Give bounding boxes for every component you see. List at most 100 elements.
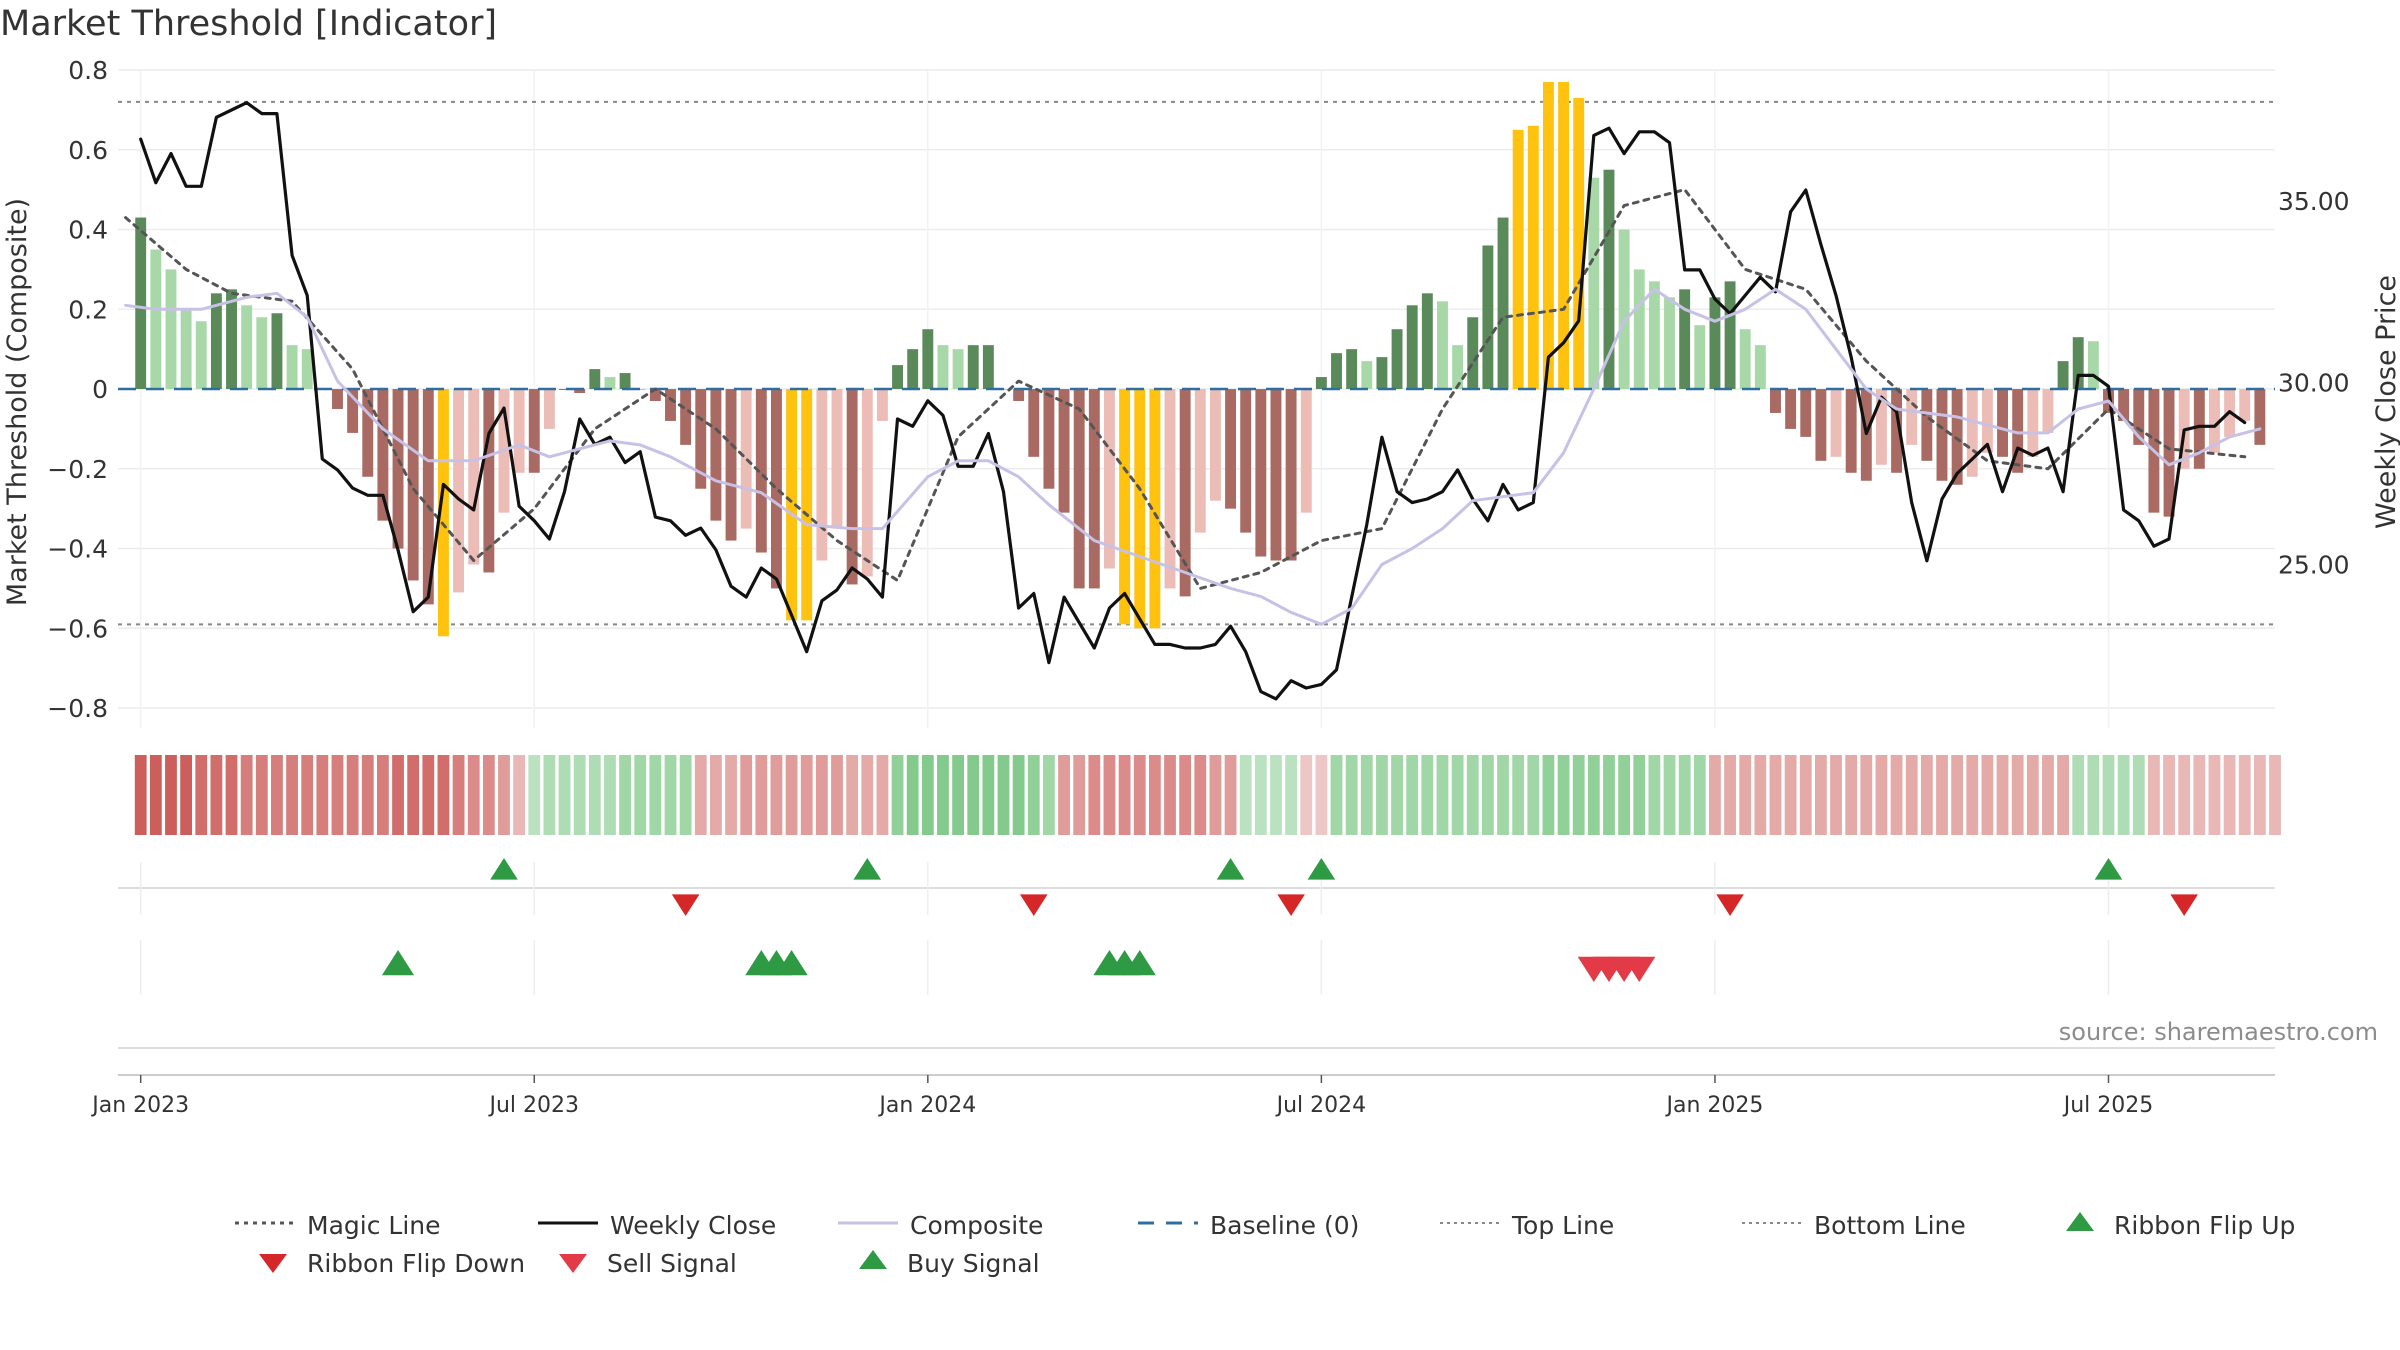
composite-bar [771,389,782,589]
composite-bar [1421,293,1433,390]
ribbon-cell [679,755,692,835]
legend-label: Buy Signal [907,1249,1040,1278]
composite-bar [589,369,601,390]
composite-bar [1482,245,1494,390]
right-y-axis: 35.00 30.00 25.00 [2278,187,2350,580]
composite-bar [1346,349,1358,390]
composite-bar [1830,389,1842,457]
legend-item: Ribbon Flip Down [259,1249,525,1278]
ribbon-cell [528,755,541,835]
ribbon-cell [1860,755,1873,835]
buy-signal-marker [1123,950,1156,976]
ribbon-cell [1890,755,1903,835]
ribbon-cell [2042,755,2054,835]
ribbon-cell [558,755,571,835]
ribbon-cell [573,755,586,835]
composite-bar [1966,389,1978,477]
sell-signal-marker [1623,956,1656,982]
ribbon-cell [271,755,283,835]
composite-bar [1209,389,1221,501]
ribbon-cell [1920,755,1933,835]
composite-bar [604,377,616,390]
ribbon-cell [1497,755,1509,835]
ribbon-cell [1572,755,1585,835]
legend-swatch [2066,1212,2094,1231]
ribbon-cell [2238,755,2251,835]
ribbon-flip-up-marker [853,858,882,880]
ribbon-cell [846,755,859,835]
ribbon-cell [1512,755,1525,835]
composite-bar [892,365,903,390]
composite-bar [271,313,283,390]
ribbon-cell [1179,755,1192,835]
ribbon-flip-down-marker [1716,894,1744,916]
ribbon-cell [1391,755,1403,835]
composite-bar [256,317,268,390]
composite-bar [1240,389,1252,533]
composite-bar [437,389,449,637]
composite-bar [1119,389,1131,625]
ribbon-cell [1406,755,1419,835]
ribbon-cell [785,755,798,835]
ribbon-cell [1345,755,1358,835]
composite-bar [1497,217,1509,390]
ribbon-cell [588,755,601,835]
composite-bar [301,349,313,390]
composite-bar [1527,125,1539,390]
left-y-axis-label: Market Threshold (Composite) [2,198,33,606]
legend-label: Composite [910,1211,1043,1240]
y-left-tick-label: 0.6 [68,136,108,165]
ribbon-cell [634,755,647,835]
ribbon-cell [1224,755,1237,835]
composite-bar [2239,389,2251,421]
composite-bar [150,249,162,390]
composite-bar [1134,389,1146,629]
ribbon-cell [1845,755,1858,835]
legend: Magic Line Weekly Close Composite Baseline … [235,1211,2295,1278]
ribbon-cell [831,755,843,835]
ribbon-cell [195,755,208,835]
ribbon-cell [815,755,828,835]
ribbon-cell [407,755,420,835]
ribbon-cell [1693,755,1706,835]
composite-bar [1739,329,1751,390]
composite-bar [1936,389,1948,481]
legend-label: Top Line [1511,1211,1614,1240]
ribbon-cell [1678,755,1691,835]
composite-histogram [118,81,2275,637]
ribbon-flip-up-marker [490,858,518,880]
composite-bar [967,345,979,390]
legend-label: Weekly Close [610,1211,776,1240]
composite-bar [165,269,177,390]
composite-bar [1997,389,2008,457]
legend-item: Sell Signal [559,1249,737,1278]
composite-bar [1981,389,1993,453]
ribbon-cell [1951,755,1964,835]
y-left-tick-label: −0.6 [47,614,108,643]
composite-bar [1058,389,1070,513]
ribbon-flip-down-marker [1019,894,1048,916]
composite-bar [1891,389,1903,473]
ribbon-cell [906,755,919,835]
ribbon-cell [1209,755,1222,835]
ribbon-cell [1618,755,1631,835]
composite-bar [407,389,419,581]
ribbon-cell [1073,755,1086,835]
legend-label: Ribbon Flip Down [307,1249,525,1278]
composite-bar [952,349,964,390]
y-left-tick-label: 0.8 [68,56,108,85]
composite-bar [1104,389,1115,569]
ribbon-cell [346,755,359,835]
ribbon-cell [1285,755,1298,835]
ribbon-cell [1739,755,1752,835]
ribbon-cell [921,755,934,835]
chart-title: Market Threshold [Indicator] [0,4,498,44]
ribbon-cell [1194,755,1207,835]
ribbon-cell [1769,755,1782,835]
composite-bar [2087,341,2099,390]
legend-item: Weekly Close [538,1211,776,1240]
composite-bar [831,389,843,529]
ribbon-flip-down-marker [671,894,700,916]
ribbon-cell [2057,755,2069,835]
ribbon-cell [2072,755,2085,835]
